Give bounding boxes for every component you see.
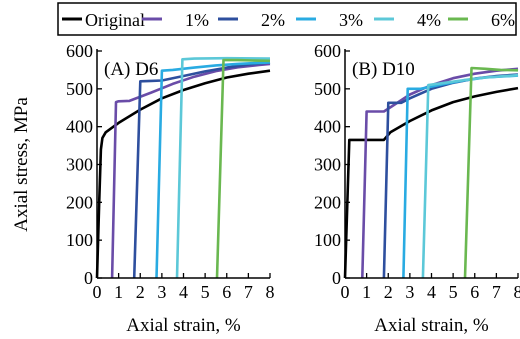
x-tick-label-6: 6 [470,282,479,302]
y-tick-label-6: 600 [314,41,341,61]
series-line-1-5 [463,66,519,279]
x-axis-label: Axial strain, % [126,315,241,336]
x-tick-label-1: 1 [362,282,371,302]
legend-box [57,2,517,36]
y-tick-label-1: 100 [314,230,341,250]
legend-label-0: Original [85,10,145,30]
x-tick-label-7: 7 [492,282,501,302]
x-axis-label: Axial strain, % [374,315,489,336]
x-tick-label-5: 5 [201,282,210,302]
y-tick-label-3: 300 [314,155,341,175]
x-tick-label-4: 4 [179,282,188,302]
x-tick-label-5: 5 [449,282,458,302]
y-tick-label-5: 500 [66,79,93,99]
y-tick-label-2: 200 [314,192,341,212]
x-tick-label-4: 4 [427,282,436,302]
y-tick-label-1: 100 [66,230,93,250]
x-tick-label-8: 8 [514,282,520,302]
legend-label-1: 1% [185,10,209,30]
series-line-1-3 [402,74,519,279]
series-line-0-2 [132,61,271,279]
legend-label-3: 3% [339,10,363,30]
y-axis-label: Axial stress, MPa [11,97,32,232]
panel-label: (B) D10 [352,59,415,80]
x-tick-label-2: 2 [384,282,393,302]
y-tick-label-4: 400 [66,117,93,137]
x-tick-label-1: 1 [114,282,123,302]
y-tick-label-3: 300 [66,155,93,175]
legend-label-2: 2% [261,10,285,30]
series-line-1-4 [421,73,519,279]
x-tick-label-0: 0 [341,282,350,302]
y-tick-label-0: 0 [332,268,341,288]
series-line-1-0 [343,86,519,279]
y-tick-label-6: 600 [66,41,93,61]
series-line-0-4 [175,56,271,279]
y-tick-label-5: 500 [314,79,341,99]
y-tick-label-2: 200 [66,192,93,212]
legend-label-5: 6% [491,10,515,30]
x-tick-label-0: 0 [93,282,102,302]
x-tick-label-7: 7 [244,282,253,302]
panel-label: (A) D6 [104,59,158,80]
y-tick-label-4: 400 [314,117,341,137]
x-tick-label-2: 2 [136,282,145,302]
legend-label-4: 4% [417,10,441,30]
x-tick-label-3: 3 [157,282,166,302]
x-tick-label-6: 6 [222,282,231,302]
x-tick-label-3: 3 [405,282,414,302]
series-line-0-3 [155,61,271,279]
x-tick-label-8: 8 [266,282,275,302]
legend: Original 1% 2% 3% 4% 6% [57,2,517,36]
series-line-0-5 [215,58,271,279]
y-tick-label-0: 0 [84,268,93,288]
series-line-0-1 [110,62,271,279]
